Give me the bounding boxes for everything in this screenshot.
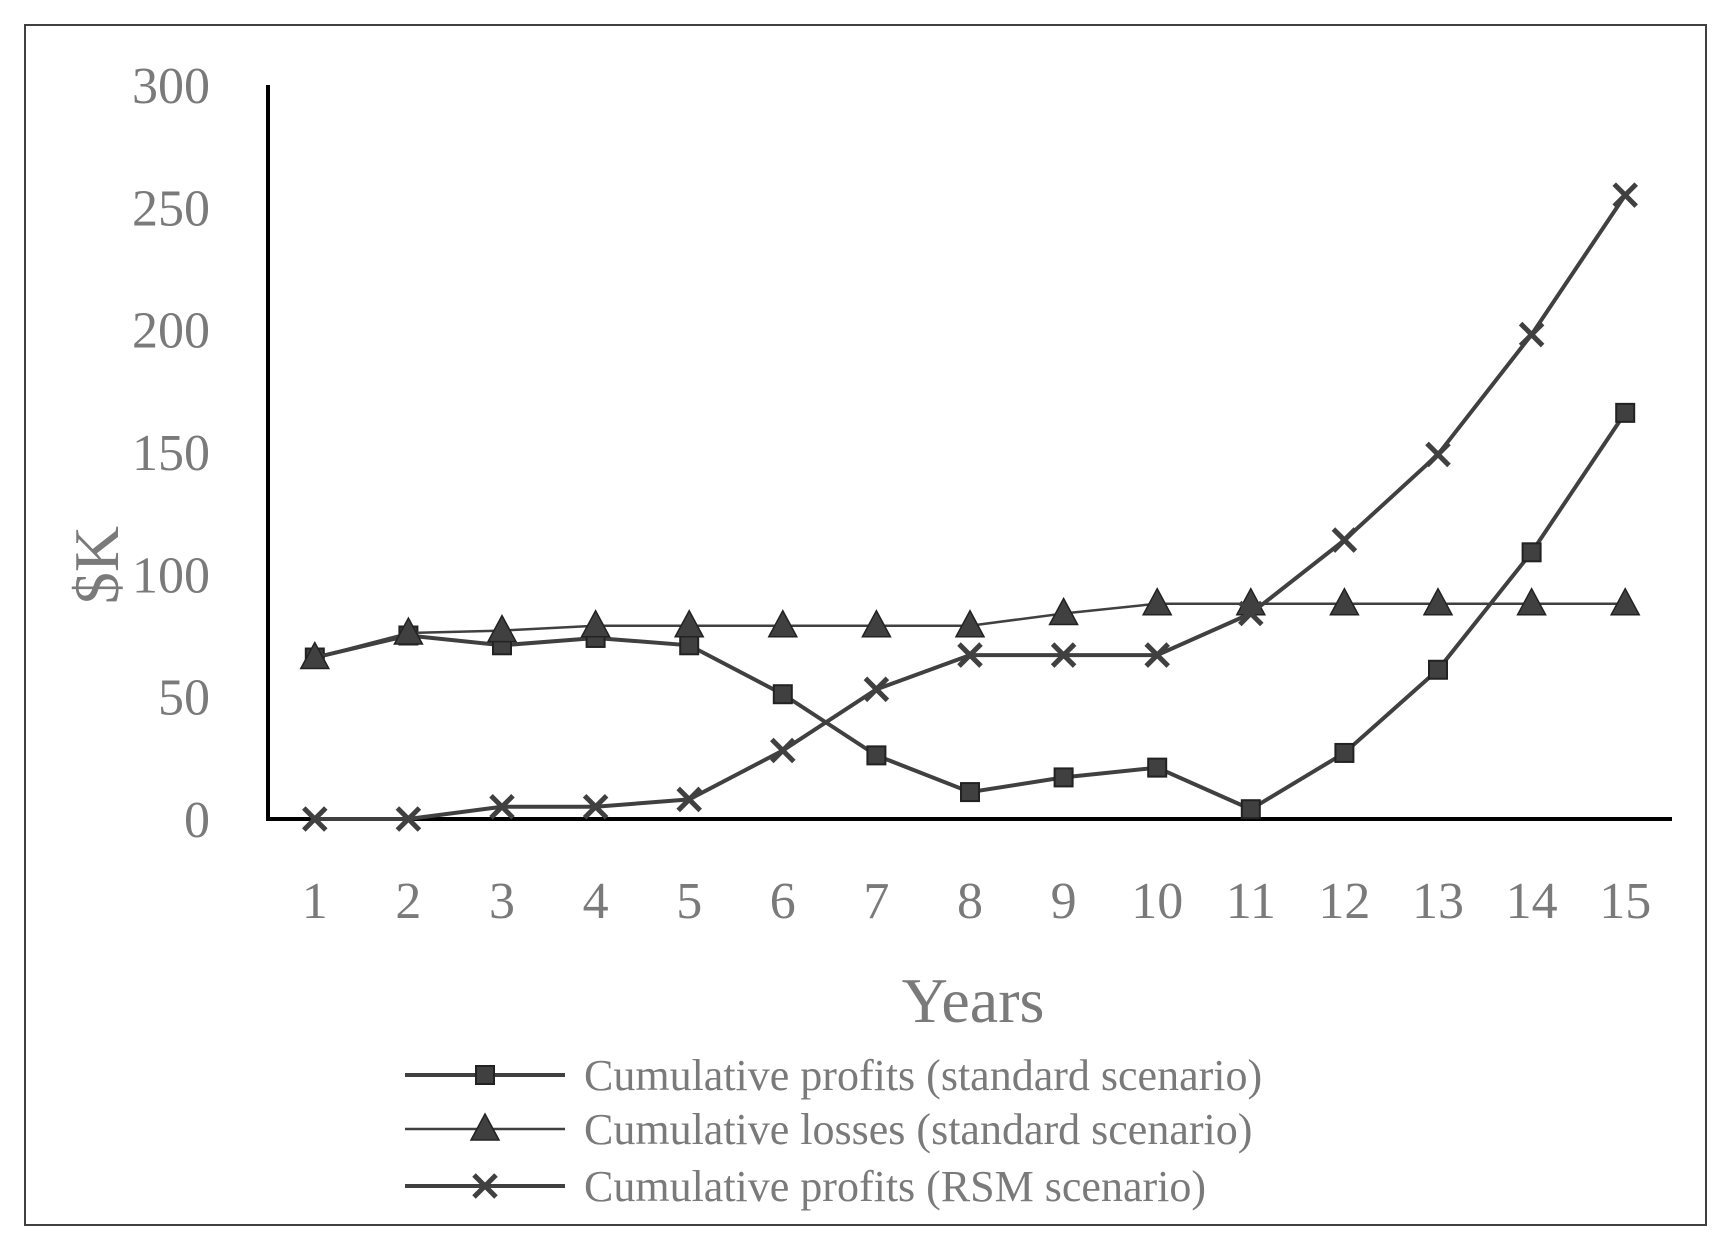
y-tick-label: 0 bbox=[184, 792, 210, 849]
legend: Cumulative profits (standard scenario) Cu… bbox=[405, 1051, 1262, 1211]
x-marker bbox=[395, 806, 422, 832]
triangle-marker bbox=[673, 609, 705, 638]
x-marker-stroke bbox=[1050, 642, 1077, 668]
y-tick-label: 150 bbox=[132, 425, 210, 482]
x-marker-stroke bbox=[1518, 321, 1545, 348]
square-marker bbox=[1053, 767, 1074, 788]
triangle-marker bbox=[393, 616, 424, 645]
x-axis-title: Years bbox=[902, 965, 1045, 1036]
x-tick-label: 10 bbox=[1131, 873, 1183, 930]
x-marker-stroke bbox=[395, 806, 422, 832]
x-marker-stroke bbox=[1425, 441, 1451, 468]
legend-item: Cumulative profits (standard scenario) bbox=[405, 1051, 1262, 1100]
x-tick-label: 3 bbox=[489, 873, 515, 930]
x-marker-stroke bbox=[770, 737, 796, 764]
x-marker-stroke bbox=[489, 793, 515, 820]
y-axis-title: $K bbox=[61, 526, 132, 604]
y-axis-ticks: 0 50 100 150 200 250 300 bbox=[132, 58, 210, 849]
legend-label: Cumulative profits (standard scenario) bbox=[584, 1051, 1262, 1100]
y-tick-label: 300 bbox=[132, 58, 210, 115]
square-marker bbox=[1521, 542, 1542, 563]
triangle-marker bbox=[1516, 587, 1547, 616]
x-marker bbox=[302, 806, 328, 832]
x-marker-stroke bbox=[1238, 600, 1264, 627]
x-marker bbox=[1612, 182, 1638, 208]
series-2 bbox=[299, 587, 1641, 670]
triangle-marker bbox=[1141, 587, 1173, 616]
square-marker bbox=[1428, 659, 1448, 680]
x-tick-label: 8 bbox=[957, 873, 983, 930]
y-tick-label: 200 bbox=[132, 303, 210, 360]
x-marker bbox=[1238, 600, 1264, 627]
x-marker bbox=[1331, 527, 1358, 553]
triangle-marker bbox=[861, 609, 892, 638]
x-tick-label: 13 bbox=[1412, 873, 1464, 930]
x-tick-label: 7 bbox=[863, 873, 889, 930]
square-marker bbox=[679, 635, 700, 656]
square-marker bbox=[1240, 799, 1261, 820]
square-marker bbox=[772, 684, 793, 705]
triangle-marker bbox=[580, 609, 611, 638]
x-tick-label: 11 bbox=[1226, 873, 1276, 930]
x-marker bbox=[957, 642, 983, 668]
x-tick-label: 1 bbox=[302, 873, 328, 930]
series-layer bbox=[299, 182, 1641, 832]
triangle-marker bbox=[469, 1112, 501, 1141]
x-tick-label: 6 bbox=[770, 873, 796, 930]
x-marker bbox=[863, 676, 890, 703]
triangle-marker bbox=[767, 609, 799, 638]
triangle-marker bbox=[1422, 587, 1454, 616]
square-marker bbox=[866, 745, 887, 766]
legend-label: Cumulative losses (standard scenario) bbox=[584, 1105, 1252, 1154]
x-marker-stroke bbox=[1612, 182, 1638, 208]
square-marker bbox=[960, 782, 980, 803]
x-marker bbox=[676, 786, 702, 813]
y-tick-label: 250 bbox=[132, 180, 210, 237]
legend-item: Cumulative profits (RSM scenario) bbox=[405, 1162, 1206, 1211]
legend-item: Cumulative losses (standard scenario) bbox=[405, 1105, 1252, 1154]
triangle-marker bbox=[299, 640, 331, 670]
x-marker-stroke bbox=[1331, 527, 1358, 553]
x-tick-label: 12 bbox=[1318, 873, 1370, 930]
triangle-marker bbox=[954, 609, 986, 638]
x-tick-label: 4 bbox=[583, 873, 609, 930]
square-marker bbox=[1615, 402, 1636, 423]
triangle-marker bbox=[486, 614, 518, 643]
x-tick-label: 15 bbox=[1599, 873, 1651, 930]
x-marker-stroke bbox=[1144, 642, 1170, 668]
series-3 bbox=[302, 182, 1638, 832]
x-marker bbox=[472, 1173, 498, 1199]
x-marker bbox=[1050, 642, 1077, 668]
x-marker-stroke bbox=[302, 806, 328, 832]
square-marker bbox=[475, 1065, 495, 1085]
square-marker bbox=[1147, 757, 1168, 778]
triangle-marker bbox=[1329, 587, 1360, 616]
x-marker-stroke bbox=[863, 676, 890, 703]
x-marker bbox=[1144, 642, 1170, 668]
triangle-marker bbox=[1048, 596, 1079, 626]
series-line bbox=[314, 193, 1627, 821]
x-marker bbox=[1518, 321, 1545, 348]
y-tick-label: 50 bbox=[158, 670, 210, 727]
x-marker bbox=[770, 737, 796, 764]
x-marker bbox=[489, 793, 515, 820]
x-marker-stroke bbox=[957, 642, 983, 668]
triangle-marker bbox=[1609, 587, 1641, 616]
x-tick-label: 14 bbox=[1506, 873, 1558, 930]
square-marker bbox=[1334, 742, 1355, 763]
x-tick-label: 2 bbox=[395, 873, 421, 930]
x-marker-stroke bbox=[582, 793, 609, 820]
x-marker bbox=[582, 793, 609, 820]
x-marker-stroke bbox=[472, 1173, 498, 1199]
x-marker bbox=[1425, 441, 1451, 468]
legend-label: Cumulative profits (RSM scenario) bbox=[584, 1162, 1206, 1211]
y-tick-label: 100 bbox=[132, 547, 210, 604]
x-tick-label: 5 bbox=[676, 873, 702, 930]
x-marker-stroke bbox=[676, 786, 702, 813]
x-axis-ticks: 1 2 3 4 5 6 7 8 9 10 11 12 13 14 15 bbox=[302, 873, 1651, 930]
x-tick-label: 9 bbox=[1051, 873, 1077, 930]
